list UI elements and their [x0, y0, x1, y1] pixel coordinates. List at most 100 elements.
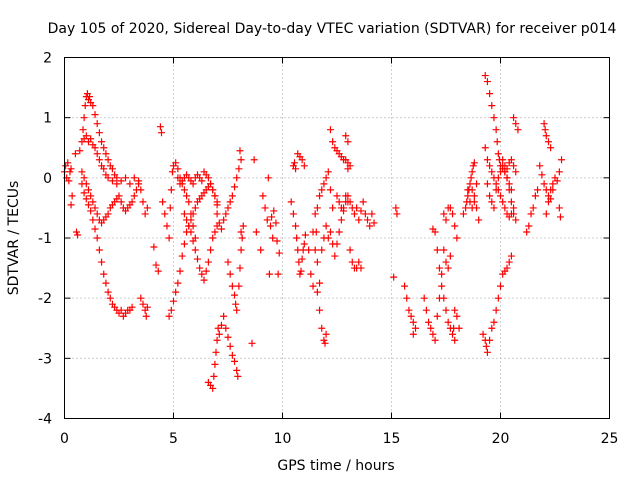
x-tick-label: 25: [601, 431, 619, 447]
data-point: [185, 222, 193, 230]
data-point: [209, 186, 217, 194]
data-point: [322, 330, 330, 338]
data-point: [337, 216, 345, 224]
data-point: [237, 156, 245, 164]
data-point: [217, 321, 225, 329]
data-point: [431, 336, 439, 344]
data-point: [300, 162, 308, 170]
data-point: [531, 192, 539, 200]
data-point: [189, 180, 197, 188]
data-point: [290, 159, 298, 167]
data-point: [130, 192, 138, 200]
data-point: [490, 114, 498, 122]
data-point: [213, 336, 221, 344]
data-point: [180, 186, 188, 194]
data-point: [224, 204, 232, 212]
data-point: [540, 120, 548, 128]
data-point: [222, 324, 230, 332]
data-point: [459, 210, 467, 218]
data-point: [348, 258, 356, 266]
data-point: [353, 204, 361, 212]
data-series-sdtvar: [61, 72, 566, 392]
data-point: [309, 228, 317, 236]
data-point: [335, 198, 343, 206]
data-point: [313, 288, 321, 296]
data-point: [488, 168, 496, 176]
data-point: [228, 282, 236, 290]
data-point: [228, 192, 236, 200]
data-point: [555, 168, 563, 176]
data-point: [91, 204, 99, 212]
data-point: [98, 258, 106, 266]
data-point: [510, 204, 518, 212]
data-point: [204, 258, 212, 266]
data-point: [272, 219, 280, 227]
data-point: [68, 192, 76, 200]
data-point: [321, 339, 329, 347]
data-point: [346, 162, 354, 170]
data-point: [211, 360, 219, 368]
data-point: [176, 267, 184, 275]
data-point: [409, 318, 417, 326]
data-point: [333, 240, 341, 248]
data-point: [505, 180, 513, 188]
data-point: [534, 186, 542, 194]
data-point: [210, 372, 218, 380]
grid-lines: [64, 57, 610, 419]
data-point: [298, 156, 306, 164]
data-point: [497, 192, 504, 200]
data-point: [165, 234, 173, 242]
data-point: [322, 174, 330, 182]
data-point: [165, 312, 173, 320]
data-point: [233, 306, 241, 314]
data-point: [503, 165, 511, 173]
y-tick-label: -3: [38, 351, 52, 367]
data-point: [193, 255, 201, 263]
data-point: [540, 180, 548, 188]
data-point: [209, 234, 217, 242]
data-point: [79, 126, 87, 134]
data-point: [320, 336, 328, 344]
data-point: [224, 333, 232, 341]
data-point: [405, 306, 413, 314]
data-point: [226, 270, 234, 278]
data-point: [117, 306, 125, 314]
data-point: [503, 264, 511, 272]
data-point: [342, 132, 350, 140]
data-point: [307, 270, 315, 278]
data-point: [152, 261, 160, 269]
data-point: [355, 216, 363, 224]
data-point: [451, 306, 459, 314]
data-point: [236, 147, 244, 155]
data-point: [180, 240, 188, 248]
data-point: [311, 210, 319, 218]
data-point: [91, 225, 99, 233]
data-point: [106, 294, 114, 302]
data-point: [488, 198, 496, 206]
data-point: [359, 198, 367, 206]
data-point: [438, 270, 446, 278]
data-point: [556, 213, 564, 221]
data-point: [407, 312, 415, 320]
data-point: [200, 276, 208, 284]
data-point: [340, 207, 348, 215]
data-point: [168, 168, 176, 176]
data-point: [553, 177, 561, 185]
y-tick-label: 0: [43, 171, 52, 187]
data-point: [137, 294, 145, 302]
data-point: [295, 258, 303, 266]
data-point: [183, 192, 191, 200]
data-point: [316, 306, 324, 314]
data-point: [117, 198, 125, 206]
data-point: [180, 210, 188, 218]
data-point: [316, 279, 324, 287]
data-point: [475, 216, 483, 224]
data-point: [547, 186, 555, 194]
data-point: [102, 279, 110, 287]
data-point: [301, 231, 309, 239]
data-point: [212, 348, 220, 356]
x-tick-label: 5: [169, 431, 178, 447]
data-point: [113, 174, 121, 182]
data-point: [269, 234, 277, 242]
data-point: [542, 132, 550, 140]
